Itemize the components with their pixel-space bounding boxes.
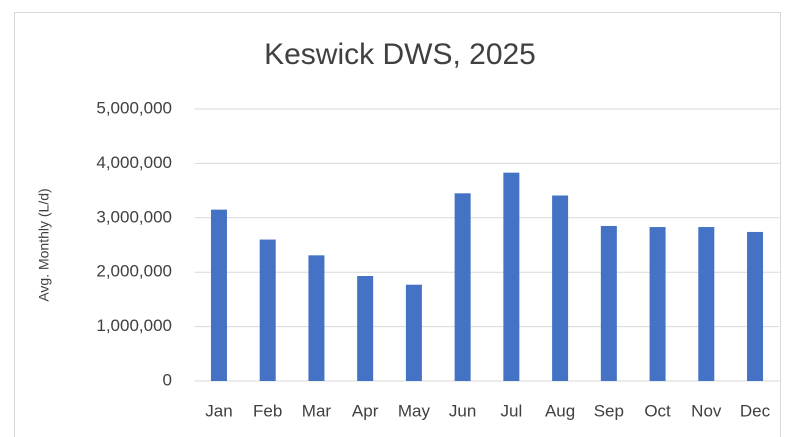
y-tick-label: 3,000,000 xyxy=(96,207,172,226)
x-tick-label: May xyxy=(398,401,431,420)
bar xyxy=(259,239,276,381)
x-tick-label: Nov xyxy=(691,401,722,420)
bar xyxy=(698,227,715,381)
bar xyxy=(357,276,374,381)
y-tick-label: 2,000,000 xyxy=(96,262,172,281)
bar xyxy=(308,255,325,381)
bar xyxy=(649,227,666,381)
x-tick-label: Jul xyxy=(500,401,522,420)
x-tick-label: Feb xyxy=(253,401,282,420)
x-tick-label: Jun xyxy=(449,401,476,420)
y-tick-label: 1,000,000 xyxy=(96,316,172,335)
bar xyxy=(747,231,764,381)
bar xyxy=(454,193,471,381)
chart-title: Keswick DWS, 2025 xyxy=(264,38,536,71)
y-tick-label: 5,000,000 xyxy=(96,98,172,117)
y-tick-label: 0 xyxy=(163,370,172,389)
x-tick-label: Aug xyxy=(545,401,575,420)
x-tick-label: Oct xyxy=(644,401,671,420)
bar xyxy=(503,172,520,381)
x-tick-label: Apr xyxy=(352,401,379,420)
y-tick-label: 4,000,000 xyxy=(96,153,172,172)
y-axis-label: Avg. Monthly (L/d) xyxy=(36,188,52,301)
x-tick-label: Jan xyxy=(205,401,232,420)
bar xyxy=(552,195,569,381)
bar xyxy=(600,225,617,381)
x-tick-label: Mar xyxy=(302,401,332,420)
x-tick-label: Dec xyxy=(740,401,771,420)
bar xyxy=(210,209,227,381)
bar xyxy=(405,284,422,381)
x-tick-label: Sep xyxy=(594,401,624,420)
